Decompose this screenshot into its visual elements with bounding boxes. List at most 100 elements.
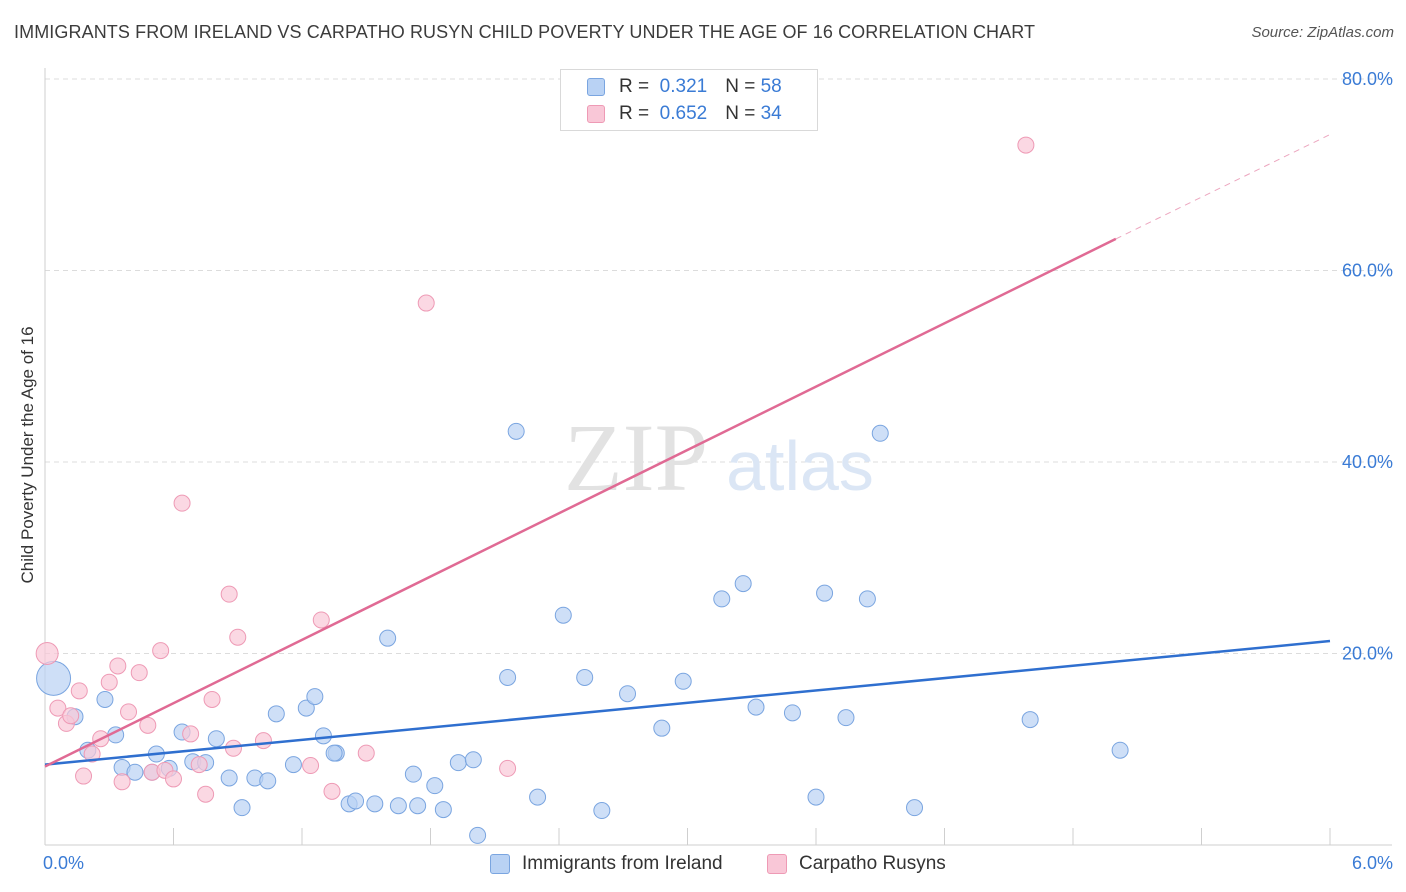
data-point-ireland	[906, 799, 924, 817]
data-point-rusyn	[152, 642, 170, 660]
axis-ticks: 20.0% 40.0% 60.0% 80.0% 0.0% 6.0%	[43, 69, 1393, 873]
data-point-ireland	[837, 709, 855, 727]
data-point-ireland	[434, 801, 452, 819]
data-point-ireland	[259, 772, 277, 790]
legend-r-label: R =	[619, 76, 650, 97]
y-tick-label: 20.0%	[1342, 644, 1393, 664]
data-point-ireland	[783, 704, 801, 722]
data-point-rusyn	[35, 642, 59, 665]
legend-row-ireland: R = 0.321 N = 58	[587, 75, 782, 99]
data-point-ireland	[284, 756, 302, 774]
data-point-rusyn	[254, 732, 272, 750]
data-point-ireland	[267, 705, 285, 723]
data-point-rusyn	[499, 759, 517, 777]
bottom-legend-swatch-rusyn	[767, 854, 787, 874]
data-point-rusyn	[312, 611, 330, 629]
legend-r-label: R =	[619, 103, 650, 124]
y-axis-label: Child Poverty Under the Age of 16	[18, 326, 37, 584]
y-tick-label: 60.0%	[1342, 261, 1393, 281]
legend-swatch-rusyn	[587, 105, 605, 123]
chart-title: IMMIGRANTS FROM IRELAND VS CARPATHO RUSY…	[14, 22, 1036, 42]
legend-n-label: N =	[725, 76, 756, 97]
data-point-ireland	[653, 719, 671, 737]
trend-lines	[44, 134, 1331, 768]
trend-line-ireland	[44, 639, 1331, 766]
data-point-ireland	[469, 826, 487, 844]
data-point-ireland	[871, 424, 889, 442]
data-point-rusyn	[417, 294, 435, 312]
data-point-ireland	[314, 727, 332, 745]
data-point-ireland	[529, 788, 547, 806]
watermark-zip: ZIP	[564, 404, 708, 511]
data-point-ireland	[1021, 711, 1039, 729]
data-point-ireland	[126, 763, 144, 781]
data-point-rusyn	[190, 756, 208, 774]
bottom-legend-label-rusyn: Carpatho Rusyns	[799, 853, 946, 874]
data-point-ireland	[807, 788, 825, 806]
data-point-ireland	[713, 590, 731, 608]
data-point-rusyn	[165, 770, 182, 788]
data-point-rusyn	[302, 757, 320, 775]
data-point-rusyn	[113, 773, 131, 791]
correlation-legend: R = 0.321 N = 58 R = 0.652 N = 34	[560, 69, 818, 131]
data-point-ireland	[449, 754, 467, 772]
legend-swatch-ireland	[587, 78, 605, 96]
trend-line-rusyn	[44, 237, 1117, 768]
axes	[44, 68, 1392, 846]
legend-row-rusyn: R = 0.652 N = 34	[587, 102, 782, 126]
data-point-rusyn	[62, 707, 80, 725]
data-point-ireland	[36, 660, 72, 696]
data-point-rusyn	[1017, 136, 1035, 154]
bottom-legend-rusyn: Carpatho Rusyns	[767, 851, 946, 877]
legend-n-label: N =	[725, 103, 756, 124]
data-point-ireland	[619, 685, 637, 703]
data-point-rusyn	[220, 585, 238, 603]
data-point-ireland	[207, 730, 225, 748]
x-tick-label: 0.0%	[43, 853, 84, 873]
grid-lines	[45, 78, 1392, 654]
data-point-ireland	[389, 797, 407, 815]
bottom-legend-swatch-ireland	[490, 854, 510, 874]
data-point-rusyn	[173, 494, 191, 512]
source-label: Source: ZipAtlas.com	[1251, 24, 1394, 41]
data-point-ireland	[426, 777, 444, 795]
data-point-ireland	[325, 744, 343, 762]
data-point-rusyn	[357, 744, 375, 762]
data-point-rusyn	[83, 745, 101, 763]
data-point-ireland	[507, 422, 525, 440]
legend-n-value-rusyn: 34	[760, 103, 782, 124]
data-point-ireland	[404, 765, 422, 783]
data-point-rusyn	[130, 664, 148, 682]
data-point-ireland	[366, 795, 384, 813]
data-point-ireland	[816, 584, 834, 602]
data-point-rusyn	[49, 699, 67, 717]
series-rusyn-points	[35, 136, 1035, 803]
data-point-rusyn	[197, 785, 215, 803]
data-point-rusyn	[229, 628, 247, 646]
watermark: ZIP atlas	[564, 404, 874, 511]
data-point-rusyn	[139, 716, 157, 734]
data-point-rusyn	[203, 690, 221, 708]
data-point-ireland	[409, 797, 427, 815]
data-point-ireland	[554, 606, 572, 624]
data-point-ireland	[1111, 741, 1129, 759]
legend-r-value-rusyn: 0.652	[659, 103, 708, 124]
data-point-ireland	[297, 699, 315, 717]
data-point-ireland	[347, 792, 365, 810]
data-point-ireland	[593, 802, 611, 820]
data-point-ireland	[858, 590, 876, 608]
data-point-ireland	[747, 698, 765, 716]
data-point-rusyn	[109, 657, 127, 675]
data-point-rusyn	[100, 673, 118, 691]
data-point-rusyn	[182, 725, 200, 743]
data-point-rusyn	[70, 682, 88, 700]
data-point-ireland	[233, 799, 251, 817]
data-point-rusyn	[323, 782, 341, 800]
bottom-legend-ireland: Immigrants from Ireland	[490, 851, 723, 877]
trend-line-rusyn-extension	[1115, 134, 1331, 240]
legend-r-value-ireland: 0.321	[659, 76, 708, 97]
legend-n-value-ireland: 58	[760, 76, 782, 97]
y-tick-label: 40.0%	[1342, 452, 1393, 472]
data-point-ireland	[576, 668, 594, 686]
